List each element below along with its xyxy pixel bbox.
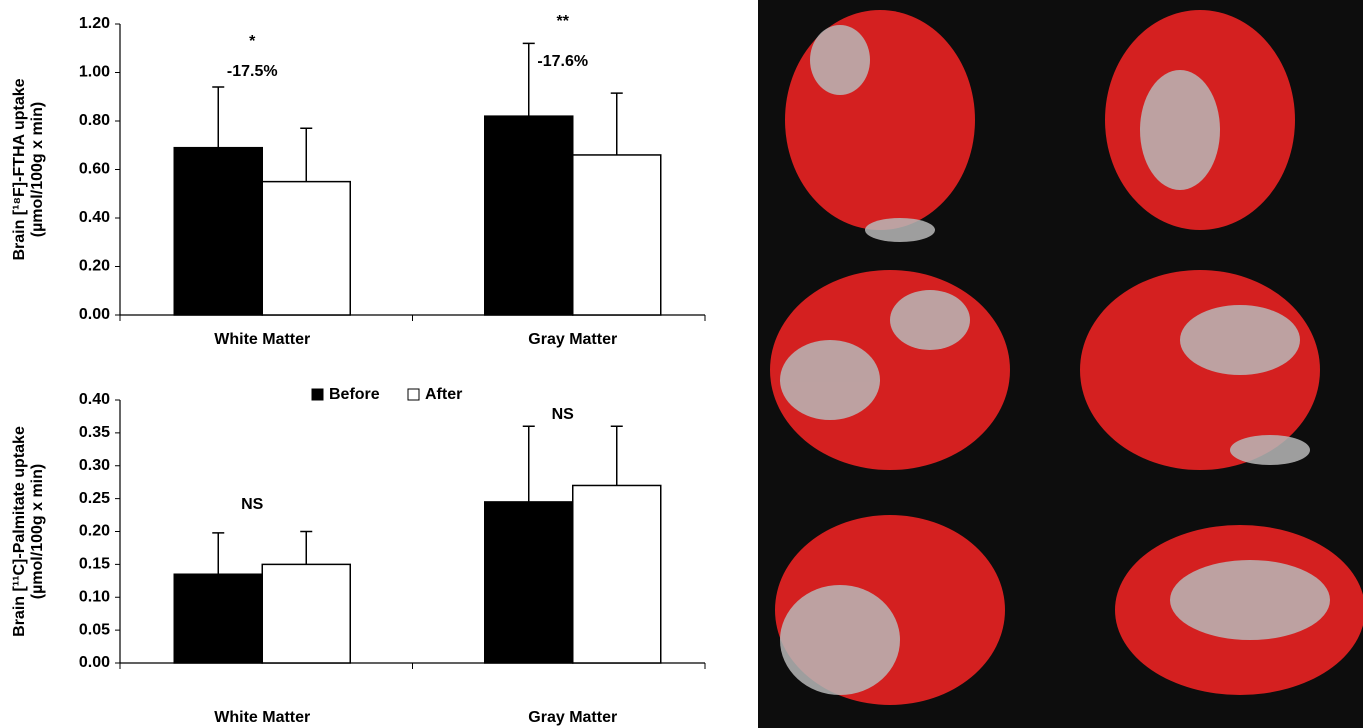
error-bar	[300, 532, 312, 565]
y-tick-label: 0.40	[79, 391, 110, 408]
legend-swatch	[312, 389, 323, 400]
y-axis-label: (µmol/100g x min)	[29, 102, 46, 237]
y-tick-label: 0.00	[79, 306, 110, 323]
annotation: NS	[552, 406, 575, 423]
error-bar	[212, 533, 224, 574]
y-tick-label: 0.80	[79, 112, 110, 129]
bar	[174, 574, 262, 663]
y-tick-label: 1.00	[79, 64, 110, 81]
error-bar	[212, 87, 224, 148]
bar	[262, 564, 350, 663]
annotation: -17.5%	[227, 63, 278, 80]
y-tick-label: 0.20	[79, 523, 110, 540]
y-tick-label: 0.30	[79, 457, 110, 474]
y-tick-label: 0.05	[79, 621, 110, 638]
y-tick-label: 0.35	[79, 424, 110, 441]
bar	[485, 502, 573, 663]
error-bar	[523, 426, 535, 502]
bar	[485, 116, 573, 315]
brain-panel	[758, 0, 1363, 728]
x-tick-label: Gray Matter	[528, 331, 617, 348]
bar	[262, 182, 350, 315]
legend-swatch	[408, 389, 419, 400]
annotation: *	[249, 33, 256, 50]
x-tick-label: White Matter	[214, 709, 310, 726]
y-tick-label: 0.00	[79, 654, 110, 671]
error-bar	[523, 43, 535, 116]
legend-label: After	[425, 386, 462, 403]
legend-label: Before	[329, 386, 380, 403]
error-bar	[611, 93, 623, 155]
y-tick-label: 1.20	[79, 15, 110, 32]
y-tick-label: 0.20	[79, 258, 110, 275]
annotation: NS	[241, 496, 264, 513]
y-axis-label: Brain [¹¹C]-Palmitate uptake	[11, 426, 28, 637]
annotation: **	[557, 13, 570, 30]
y-tick-label: 0.40	[79, 209, 110, 226]
y-tick-label: 0.10	[79, 588, 110, 605]
y-axis-label: (µmol/100g x min)	[29, 464, 46, 599]
annotation: -17.6%	[537, 53, 588, 70]
bar	[573, 155, 661, 315]
bar	[573, 485, 661, 663]
y-axis-label: Brain [¹⁸F]-FTHA uptake	[11, 78, 28, 260]
figure: Brain [¹⁸F]-FTHA uptake(µmol/100g x min)…	[0, 0, 1363, 728]
bar	[174, 148, 262, 315]
x-tick-label: White Matter	[214, 331, 310, 348]
y-tick-label: 0.15	[79, 556, 110, 573]
y-tick-label: 0.25	[79, 490, 110, 507]
y-tick-label: 0.60	[79, 161, 110, 178]
error-bar	[611, 426, 623, 485]
x-tick-label: Gray Matter	[528, 709, 617, 726]
error-bar	[300, 128, 312, 181]
